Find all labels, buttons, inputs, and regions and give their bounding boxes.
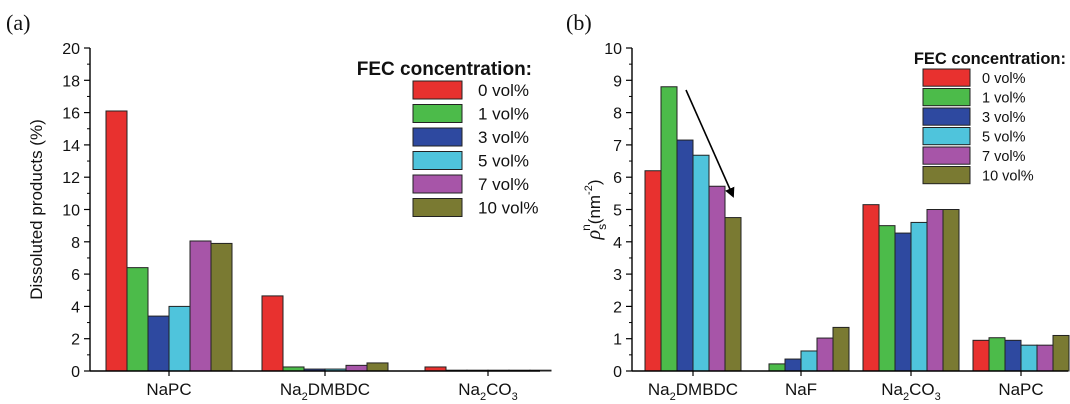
legend-entry: 1 vol% — [478, 105, 529, 124]
bar-1-vol--2 — [878, 225, 896, 372]
panel-label: (b) — [566, 10, 592, 35]
legend: FEC concentration:0 vol% 1 vol% 3 vol% 5 vo… — [357, 59, 539, 218]
bar-5-vol--0 — [168, 305, 191, 372]
legend-swatch — [412, 80, 463, 100]
bar-7-vol--0 — [708, 185, 726, 372]
legend-swatch — [922, 107, 971, 126]
bar-10-vol--1 — [366, 362, 389, 372]
bar-10-vol--0 — [210, 242, 233, 372]
bar-7-vol--2 — [926, 209, 944, 372]
y-tick-label: 8 — [71, 235, 80, 252]
legend-title: FEC concentration: — [914, 50, 1066, 68]
y-axis-label: Dissoluted products (%) — [27, 119, 46, 299]
x-tick-label: Na2CO3 — [881, 380, 940, 403]
bar-3-vol--3 — [1004, 339, 1022, 372]
y-tick-label: 2 — [71, 332, 80, 349]
bar-5-vol--0 — [692, 154, 710, 372]
chart-panel-a: (a) 0 2 4 6 8 10 12 14 16 18 20 NaPC Na2DMBDC Na2CO3 Di… — [6, 10, 552, 403]
y-tick-label: 0 — [613, 364, 622, 381]
y-tick-label: 4 — [613, 235, 622, 252]
legend-entry: 0 vol% — [478, 81, 529, 100]
legend-entry: 3 vol% — [982, 110, 1026, 126]
bar-7-vol--1 — [816, 337, 834, 372]
legend-entry: 1 vol% — [982, 91, 1026, 107]
bar-1-vol--0 — [660, 86, 678, 372]
bar-5-vol--3 — [1020, 344, 1038, 372]
legend-swatch — [922, 127, 971, 146]
y-tick-label: 1 — [613, 332, 622, 349]
x-tick-label: Na2CO3 — [458, 380, 517, 403]
y-tick-label: 3 — [613, 267, 622, 284]
bar-10-vol--3 — [1052, 334, 1070, 372]
y-tick-label: 12 — [62, 170, 80, 187]
legend-entry: 10 vol% — [982, 169, 1034, 185]
y-tick-label: 8 — [613, 106, 622, 123]
bar-3-vol--0 — [147, 315, 170, 372]
y-tick-label: 10 — [62, 203, 80, 220]
bar-0-vol--0 — [644, 170, 662, 372]
bar-1-vol--1 — [768, 363, 786, 372]
panel-label: (a) — [6, 10, 30, 35]
legend-entry: 7 vol% — [478, 175, 529, 194]
bar-10-vol--2 — [942, 209, 960, 372]
legend-entry: 5 vol% — [982, 130, 1026, 146]
x-tick-label: NaPC — [146, 380, 191, 399]
x-tick-label: NaF — [785, 380, 817, 399]
bar-7-vol--0 — [189, 240, 212, 372]
trend-arrow — [685, 89, 735, 198]
y-tick-label: 14 — [62, 138, 80, 155]
bar-0-vol--1 — [261, 295, 284, 372]
y-tick-label: 18 — [62, 73, 80, 90]
y-tick-label: 16 — [62, 106, 80, 123]
y-tick-label: 7 — [613, 138, 622, 155]
bar-3-vol--0 — [676, 139, 694, 372]
legend-swatch — [412, 198, 463, 217]
legend-swatch — [922, 146, 971, 165]
legend-entry: 10 vol% — [478, 199, 538, 218]
chart-panel-b: (b) 0 1 2 3 4 5 6 7 8 9 10 Na2DMBDC NaF Na2CO3 NaPC ρsn(… — [566, 10, 1070, 403]
x-tick-label: NaPC — [998, 380, 1043, 399]
legend-swatch — [412, 127, 463, 147]
y-tick-label: 4 — [71, 299, 80, 316]
bar-5-vol--1 — [800, 350, 818, 372]
y-tick-label: 5 — [613, 203, 622, 220]
legend-title: FEC concentration: — [357, 59, 532, 80]
bar-7-vol--1 — [345, 364, 368, 372]
legend-swatch — [412, 104, 463, 123]
bar-1-vol--0 — [126, 267, 149, 372]
legend-swatch — [412, 174, 463, 194]
bar-10-vol--0 — [724, 217, 742, 372]
y-tick-label: 2 — [613, 299, 622, 316]
y-axis-label: ρsn(nm-2) — [579, 179, 609, 240]
y-tick-label: 20 — [62, 41, 80, 58]
legend-entry: 5 vol% — [478, 152, 529, 171]
legend-swatch — [922, 88, 971, 107]
legend-entry: 0 vol% — [982, 71, 1026, 87]
y-tick-label: 10 — [604, 41, 622, 58]
y-tick-label: 0 — [71, 364, 80, 381]
bar-3-vol--2 — [894, 232, 912, 372]
legend-swatch — [922, 68, 971, 87]
x-tick-label: Na2DMBDC — [648, 380, 738, 403]
y-tick-label: 9 — [613, 73, 622, 90]
y-tick-label: 6 — [613, 170, 622, 187]
legend-entry: 7 vol% — [982, 149, 1026, 165]
x-tick-label: Na2DMBDC — [280, 380, 370, 403]
y-tick-label: 6 — [71, 267, 80, 284]
legend-entry: 3 vol% — [478, 128, 529, 147]
bar-1-vol--3 — [988, 337, 1006, 372]
bar-10-vol--1 — [832, 326, 850, 372]
bar-7-vol--3 — [1036, 344, 1054, 372]
bar-0-vol--0 — [105, 110, 128, 372]
bar-5-vol--2 — [910, 221, 928, 372]
legend-swatch — [412, 151, 463, 170]
legend-swatch — [922, 166, 971, 185]
bar-0-vol--3 — [972, 339, 990, 372]
bar-3-vol--1 — [784, 358, 802, 372]
bar-0-vol--2 — [862, 204, 880, 372]
legend: FEC concentration: 0 vol% 1 vol% 3 vol% 5 vo… — [914, 50, 1066, 185]
